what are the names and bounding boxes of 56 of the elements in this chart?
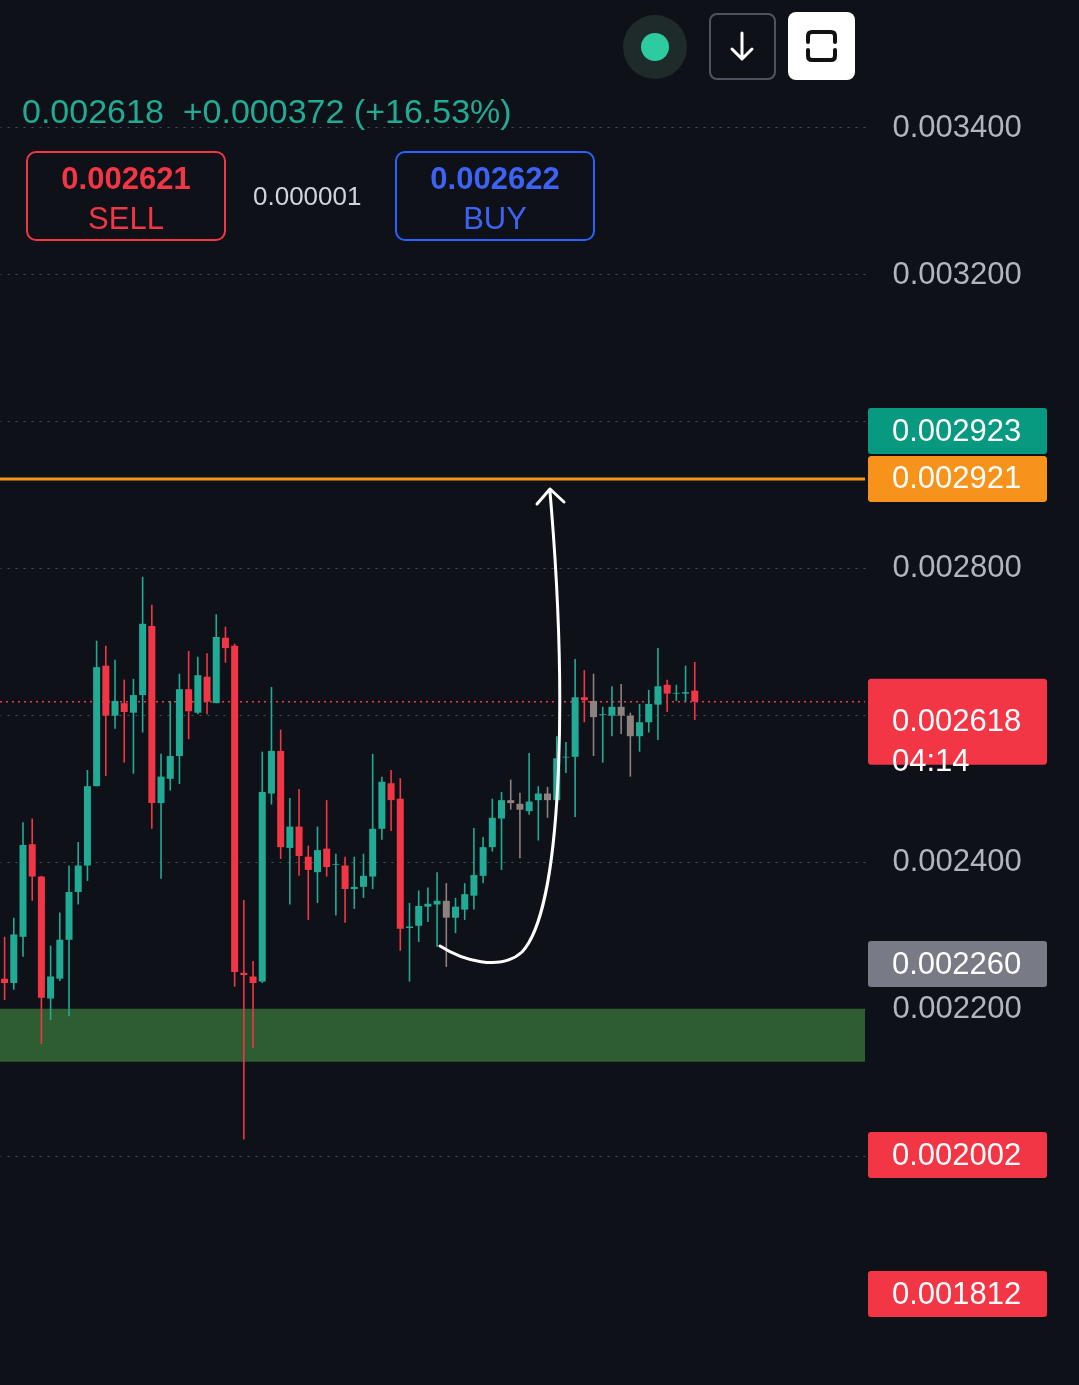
candlestick xyxy=(599,706,607,764)
candlestick xyxy=(654,647,662,741)
candlestick xyxy=(111,659,119,730)
candlestick xyxy=(470,827,478,911)
candlestick xyxy=(507,778,515,811)
text: 0.002260 xyxy=(868,941,1047,987)
candlestick xyxy=(323,799,331,878)
candlestick xyxy=(626,711,634,778)
candlestick xyxy=(498,791,506,871)
candlestick xyxy=(47,944,55,1021)
candlestick xyxy=(516,791,524,859)
annotation: 0.002622 xyxy=(429,160,561,198)
candlestick xyxy=(129,678,137,775)
candlestick xyxy=(166,700,174,792)
y-tick-label: 0.002400 xyxy=(892,843,1022,879)
candlestick xyxy=(1,936,9,1001)
candlestick xyxy=(682,664,690,703)
candlestick xyxy=(461,882,469,921)
candlestick xyxy=(387,769,395,832)
annotation: 0.002621 xyxy=(60,160,192,198)
candlestick xyxy=(636,703,644,753)
candlestick xyxy=(313,825,321,904)
candlestick xyxy=(534,785,542,842)
candlestick xyxy=(350,855,358,910)
text: 0.001812 xyxy=(868,1271,1047,1317)
candlestick xyxy=(304,844,312,921)
candlestick xyxy=(442,882,450,968)
candlestick xyxy=(424,886,432,923)
candlestick xyxy=(663,678,671,713)
y-tick-label: 0.003400 xyxy=(892,108,1022,144)
candlestick xyxy=(286,797,294,906)
candlestick xyxy=(608,685,616,738)
candlestick xyxy=(544,786,552,819)
annotation: BUY xyxy=(462,200,528,238)
candlestick xyxy=(332,852,340,917)
candlestick xyxy=(645,689,653,734)
candlestick xyxy=(359,852,367,899)
candlestick xyxy=(249,960,257,1049)
y-tick-label: 0.003200 xyxy=(892,255,1022,291)
annotation: 0.000001 xyxy=(253,181,362,212)
ref-line-label: 0.002921 xyxy=(892,460,1022,496)
candlestick xyxy=(240,899,248,1141)
annotation: SELL xyxy=(87,200,165,238)
candlestick xyxy=(562,741,570,774)
candlestick xyxy=(415,889,423,943)
candlestick xyxy=(341,855,349,924)
candlestick xyxy=(525,752,533,816)
candlestick xyxy=(221,625,229,664)
text: 0.002618 +0.000372 (+16.53%) xyxy=(22,92,512,131)
text: 0.002923 xyxy=(868,408,1047,454)
candlestick xyxy=(590,672,598,757)
y-tick-label: 0.002800 xyxy=(892,549,1022,585)
y-tick-label: 0.002200 xyxy=(892,990,1022,1026)
candlestick xyxy=(617,683,625,735)
text: 0.002002 xyxy=(868,1132,1047,1178)
candlestick xyxy=(452,897,460,934)
